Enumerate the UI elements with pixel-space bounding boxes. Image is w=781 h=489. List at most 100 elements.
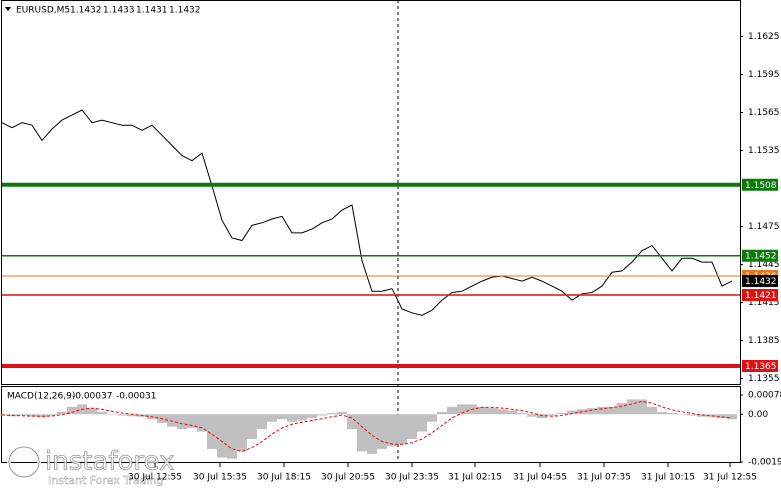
y-tick-label: 1.1415 — [748, 298, 780, 308]
macd-bar — [257, 414, 267, 430]
level-label: 1.1432 — [745, 277, 777, 287]
main-frame — [1, 0, 741, 385]
ohlc-value: 1.1432 — [70, 6, 102, 16]
signal-line — [1, 400, 733, 452]
macd-bar — [267, 414, 277, 422]
macd-bar — [287, 414, 297, 422]
x-tick-label: 31 Jul 02:15 — [448, 473, 502, 483]
macd-bar — [397, 414, 407, 444]
macd-bar — [57, 411, 67, 415]
macd-bar — [447, 406, 457, 415]
y-tick-label: 0.00078 — [748, 391, 781, 401]
macd-bar — [587, 408, 597, 415]
macd-bar — [727, 414, 737, 420]
ohlc-value: 1.1432 — [169, 6, 201, 16]
macd-reading: -0.00037 — [72, 392, 112, 402]
macd-bar — [527, 414, 537, 417]
macd-bar — [247, 414, 257, 440]
macd-bar — [337, 411, 347, 415]
y-tick-label: 1.1625 — [748, 32, 780, 42]
macd-bar — [457, 404, 467, 415]
y-tick-label: 1.1535 — [748, 146, 780, 156]
macd-bar — [417, 414, 427, 432]
menu-arrow — [5, 7, 11, 11]
y-tick-label: 1.1445 — [748, 260, 780, 270]
macd-reading: -0.00031 — [116, 392, 156, 402]
x-tick-label: 30 Jul 18:15 — [257, 473, 311, 483]
macd-bar — [677, 414, 687, 415]
macd-bar — [617, 403, 627, 415]
macd-bar — [627, 399, 637, 415]
level-label-bg — [742, 178, 778, 191]
macd-bar — [227, 414, 237, 459]
macd-bar — [47, 414, 57, 416]
macd-bar — [597, 406, 607, 415]
macd-bar — [667, 413, 677, 415]
macd-bar — [307, 414, 317, 418]
x-tick-label: 30 Jul 12:55 — [128, 473, 182, 483]
y-tick-label: 1.1385 — [748, 336, 780, 346]
macd-bar — [537, 414, 547, 418]
y-tick-label: 1.1595 — [748, 70, 780, 80]
macd-bar — [687, 414, 697, 416]
macd-bar — [167, 414, 177, 427]
level-label-bg — [742, 359, 778, 372]
macd-bar — [717, 414, 727, 418]
macd-bar — [647, 406, 657, 415]
macd-bar — [177, 414, 187, 430]
ohlc: 1.1432 1.1433 1.1431 1.1432 — [70, 6, 201, 16]
x-tick-label: 30 Jul 15:35 — [193, 473, 247, 483]
level-label-bg — [742, 289, 778, 302]
macd-bar — [427, 414, 437, 422]
macd-bar — [367, 414, 377, 454]
x-tick-label: 31 Jul 10:15 — [641, 473, 695, 483]
macd-bar — [127, 414, 137, 417]
macd-bar — [67, 406, 77, 415]
macd-bar — [547, 414, 557, 416]
macd-bar — [197, 414, 207, 432]
symbol-title: EURUSD,M5 — [16, 6, 70, 16]
level-label: 1.1421 — [745, 291, 777, 301]
macd-bar — [37, 414, 47, 418]
macd-bar — [637, 399, 647, 415]
macd-bar — [347, 414, 357, 430]
macd-bar — [187, 414, 197, 428]
macd-bar — [607, 406, 617, 415]
macd-bar — [507, 410, 517, 415]
ohlc-value: 1.1433 — [103, 6, 135, 16]
level-label-bg — [742, 249, 778, 262]
macd-bar — [657, 411, 667, 415]
macd-bar — [477, 406, 487, 415]
macd-bar — [297, 414, 307, 421]
macd-bar — [437, 411, 447, 415]
plot-layer — [0, 109, 740, 459]
x-tick-label: 31 Jul 07:35 — [577, 473, 631, 483]
macd-bar — [107, 414, 117, 415]
macd-bar — [517, 413, 527, 415]
level-label-bg — [742, 275, 778, 288]
macd-bar — [377, 414, 387, 449]
macd-bar — [357, 414, 367, 452]
logo-outline — [8, 446, 40, 478]
macd-bar — [207, 414, 217, 449]
macd-title: MACD(12,26,9) — [7, 392, 75, 402]
macd-bar — [117, 414, 127, 416]
macd-bar — [97, 411, 107, 415]
macd-bar — [557, 413, 567, 415]
y-tick-label: -0.00193 — [748, 458, 781, 468]
y-tick-label: 1.1565 — [748, 108, 780, 118]
macd-bar — [87, 408, 97, 415]
macd-bar — [217, 414, 227, 458]
x-tick-label: 30 Jul 20:55 — [321, 473, 375, 483]
x-tick-label: 31 Jul 04:55 — [513, 473, 567, 483]
macd-bar — [497, 409, 507, 415]
watermark-tagline: Instant Forex Trading — [48, 474, 164, 487]
macd-bar — [317, 414, 327, 416]
level-label: 1.1365 — [745, 362, 777, 372]
macd-bar — [487, 408, 497, 415]
x-tick-label: 31 Jul 12:55 — [703, 473, 757, 483]
macd-bar — [327, 413, 337, 415]
macd-readings: -0.00037 -0.00031 — [72, 392, 156, 402]
macd-bar — [277, 414, 287, 420]
